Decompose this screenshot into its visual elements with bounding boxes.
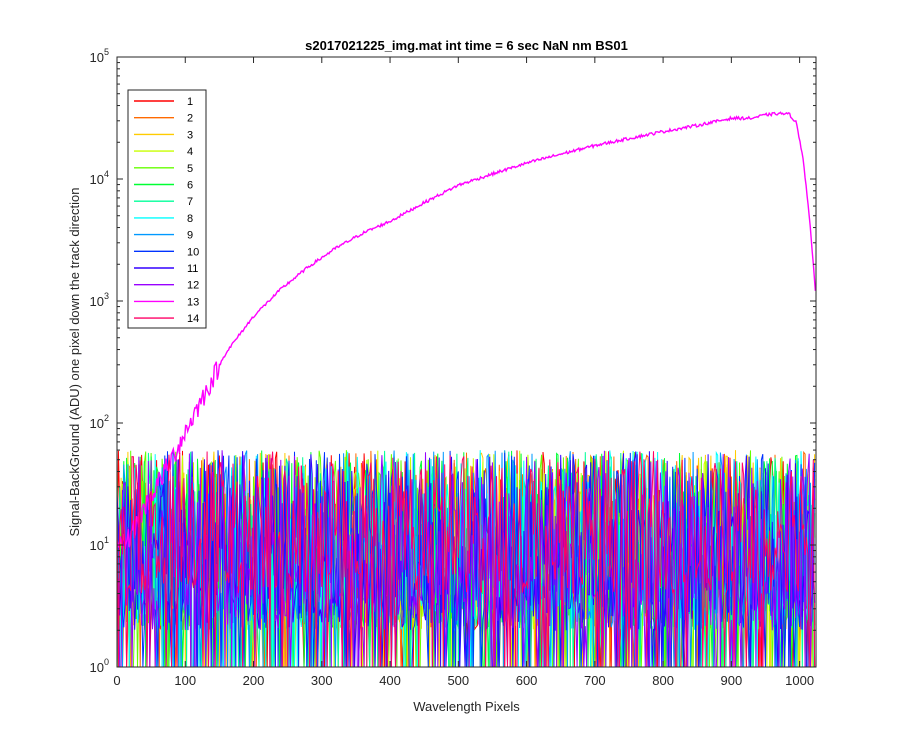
legend-label: 11 — [187, 263, 198, 275]
series-line-14 — [117, 451, 816, 667]
y-tick-label: 101 — [90, 535, 109, 553]
x-tick-label: 800 — [652, 673, 674, 688]
legend-label: 4 — [187, 146, 193, 158]
legend-label: 7 — [187, 196, 193, 208]
x-tick-label: 200 — [243, 673, 265, 688]
y-tick-label: 103 — [90, 291, 109, 309]
legend-box — [127, 89, 207, 329]
x-tick-label: 400 — [379, 673, 401, 688]
legend-label: 12 — [187, 280, 199, 292]
legend-label: 1 — [187, 96, 193, 108]
x-axis-ticks: 0 100 200 300 400 500 600 700 800 900 1000 — [113, 57, 814, 688]
legend-label: 5 — [187, 163, 193, 175]
y-tick-label: 102 — [90, 413, 109, 431]
series-line-13 — [117, 111, 816, 550]
x-tick-label: 100 — [174, 673, 196, 688]
chart-title: s2017021225_img.mat int time = 6 sec NaN… — [305, 38, 628, 53]
x-tick-label: 600 — [516, 673, 538, 688]
legend-label: 13 — [187, 296, 199, 308]
x-tick-label: 500 — [447, 673, 469, 688]
x-tick-label: 700 — [584, 673, 606, 688]
x-tick-label: 300 — [311, 673, 333, 688]
y-axis-label: Signal-BackGround (ADU) one pixel down t… — [67, 187, 82, 536]
legend-label: 6 — [187, 180, 193, 192]
y-tick-label: 104 — [90, 169, 109, 187]
legend-label: 9 — [187, 230, 193, 242]
series-line-12 — [117, 450, 816, 667]
x-tick-label: 1000 — [785, 673, 814, 688]
legend-label: 2 — [187, 113, 193, 125]
y-tick-label: 105 — [90, 47, 109, 65]
legend-label: 14 — [187, 313, 199, 325]
series-layer — [117, 111, 816, 667]
legend-label: 10 — [187, 246, 199, 258]
x-tick-label: 0 — [113, 673, 120, 688]
y-tick-label: 100 — [90, 657, 109, 675]
axes-frame — [116, 56, 817, 668]
x-tick-label: 900 — [721, 673, 743, 688]
legend-label: 3 — [187, 129, 193, 141]
legend-label: 8 — [187, 213, 193, 225]
x-axis-label: Wavelength Pixels — [413, 699, 520, 714]
